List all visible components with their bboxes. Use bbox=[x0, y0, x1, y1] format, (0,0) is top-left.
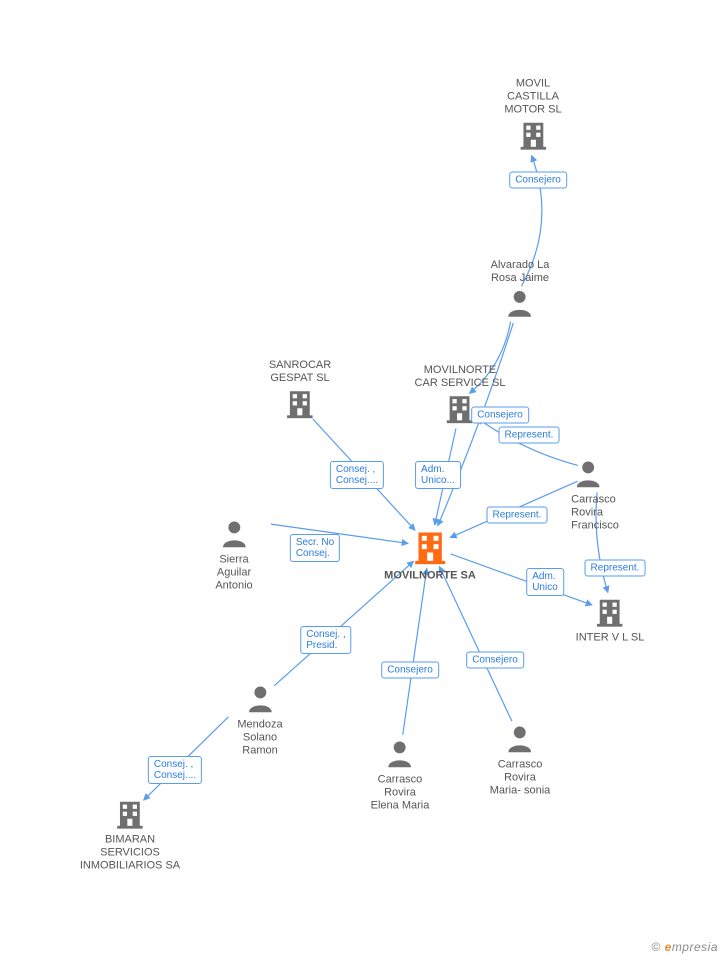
node-carrasco_maria[interactable]: Carrasco Rovira Maria- sonia bbox=[490, 723, 551, 798]
node-label: MOVILNORTE CAR SERVICE SL bbox=[415, 364, 506, 390]
person-icon bbox=[383, 738, 417, 772]
person-icon bbox=[243, 683, 277, 717]
node-label: Mendoza Solano Ramon bbox=[237, 719, 282, 758]
edge-label: Consej. ,Consej.... bbox=[148, 756, 202, 784]
edge-label: Represent. bbox=[487, 507, 548, 524]
node-label: INTER V L SL bbox=[576, 632, 645, 645]
edge-label: Secr. NoConsej. bbox=[290, 534, 340, 562]
node-sanrocar[interactable]: SANROCAR GESPAT SL bbox=[269, 359, 331, 421]
node-sierra[interactable]: Sierra Aguilar Antonio bbox=[215, 518, 252, 593]
person-icon bbox=[217, 518, 251, 552]
node-label: Alvarado La Rosa Jaime bbox=[491, 259, 550, 285]
node-label: MOVILNORTE SA bbox=[384, 570, 476, 583]
node-label: Carrasco Rovira Maria- sonia bbox=[490, 759, 551, 798]
building-icon bbox=[113, 798, 147, 832]
diagram-stage: MOVILNORTE SA MOVIL CASTILLA MOTOR SL Alv… bbox=[0, 0, 728, 960]
edge-label: Consejero bbox=[381, 662, 439, 679]
node-mendoza[interactable]: Mendoza Solano Ramon bbox=[237, 683, 282, 758]
edge-label: Adm.Unico bbox=[526, 568, 564, 596]
node-carrasco_elena[interactable]: Carrasco Rovira Elena Maria bbox=[371, 738, 430, 813]
person-icon bbox=[503, 723, 537, 757]
node-label: BIMARAN SERVICIOS INMOBILIARIOS SA bbox=[80, 834, 180, 873]
copyright-symbol: © bbox=[651, 940, 660, 954]
node-bimaran[interactable]: BIMARAN SERVICIOS INMOBILIARIOS SA bbox=[80, 798, 180, 873]
building-icon bbox=[516, 119, 550, 153]
node-label: Carrasco Rovira Elena Maria bbox=[371, 774, 430, 813]
edge-label: Consej. ,Presid. bbox=[300, 626, 351, 654]
node-label: SANROCAR GESPAT SL bbox=[269, 359, 331, 385]
brand-rest: mpresia bbox=[672, 940, 718, 954]
person-icon bbox=[571, 458, 605, 492]
building-icon bbox=[410, 528, 450, 568]
node-label: Carrasco Rovira Francisco bbox=[571, 494, 619, 533]
node-center[interactable]: MOVILNORTE SA bbox=[384, 528, 476, 583]
edge-label: Represent. bbox=[585, 560, 646, 577]
edge-label: Consej. ,Consej.... bbox=[330, 461, 384, 489]
edge-label: Consejero bbox=[509, 172, 567, 189]
edge-label: Adm.Unico... bbox=[415, 461, 461, 489]
node-movil_castilla[interactable]: MOVIL CASTILLA MOTOR SL bbox=[504, 78, 561, 153]
node-intervl[interactable]: INTER V L SL bbox=[576, 596, 645, 645]
edge-carrasco_elena-center bbox=[403, 568, 427, 734]
building-icon bbox=[593, 596, 627, 630]
brand-first-letter: e bbox=[665, 940, 672, 954]
node-carrasco_francisco[interactable]: Carrasco Rovira Francisco bbox=[571, 458, 619, 533]
edge-label: Represent. bbox=[499, 427, 560, 444]
node-label: MOVIL CASTILLA MOTOR SL bbox=[504, 78, 561, 117]
watermark: © empresia bbox=[651, 940, 718, 954]
node-alvarado[interactable]: Alvarado La Rosa Jaime bbox=[491, 259, 550, 321]
edge-label: Consejero bbox=[466, 652, 524, 669]
edge-label: Consejero bbox=[471, 407, 529, 424]
building-icon bbox=[283, 387, 317, 421]
node-label: Sierra Aguilar Antonio bbox=[215, 554, 252, 593]
person-icon bbox=[503, 287, 537, 321]
edge-carrasco_maria-center bbox=[439, 566, 512, 721]
